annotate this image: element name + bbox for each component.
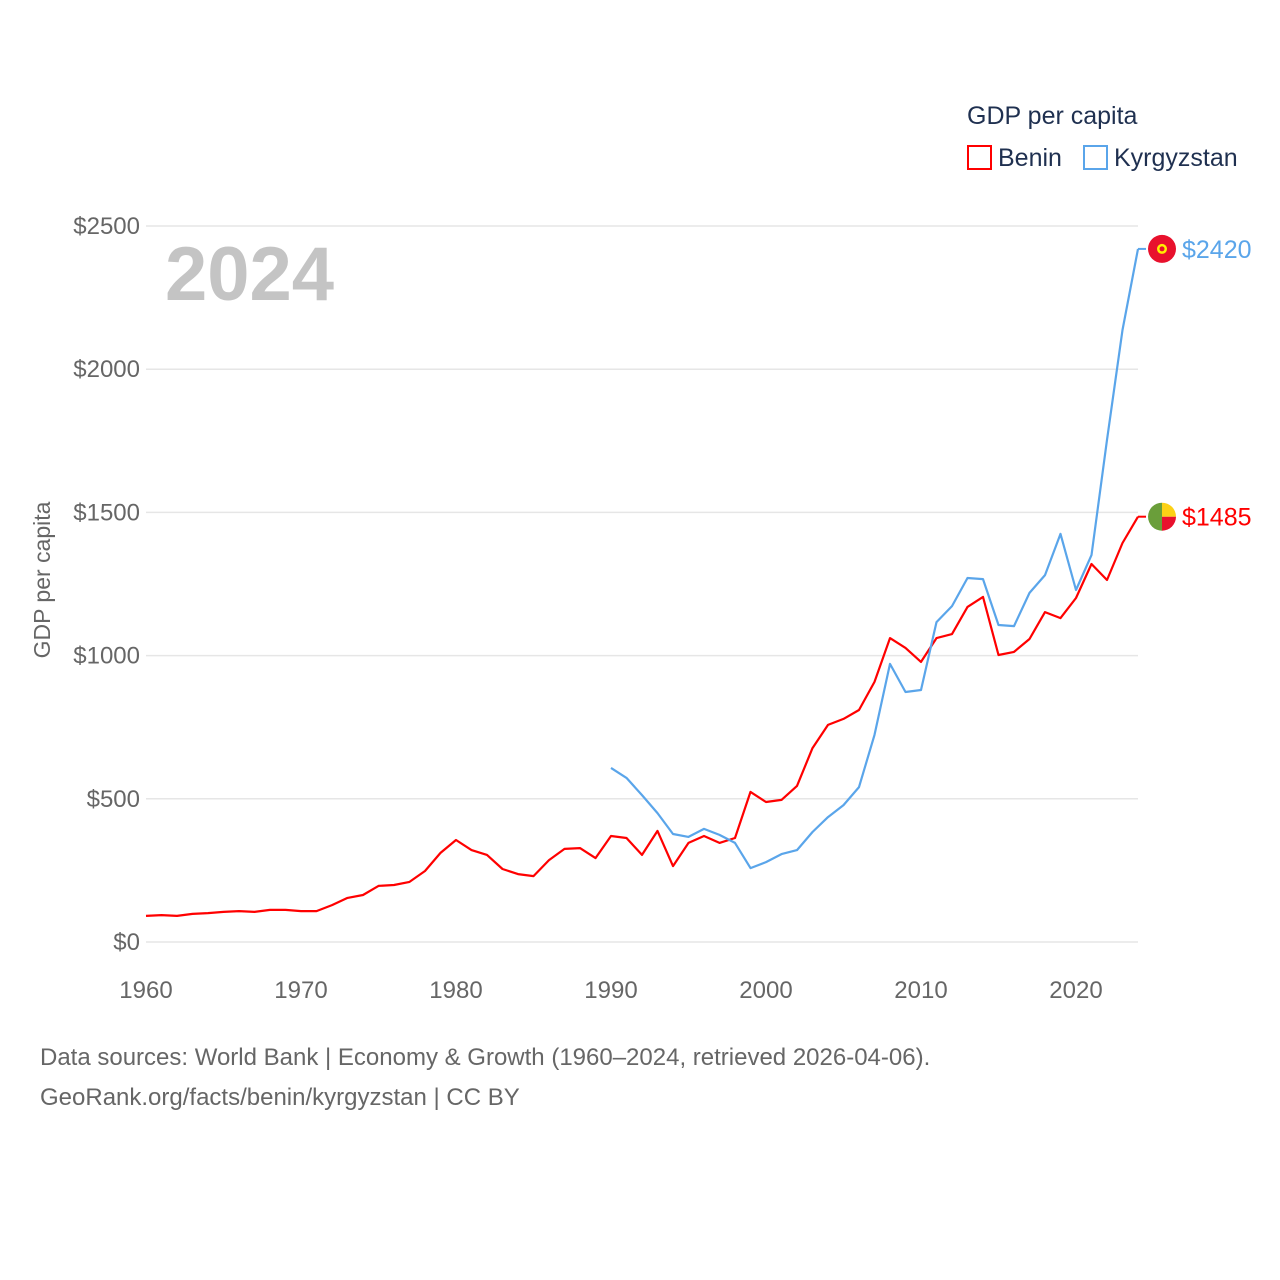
legend-swatch-benin[interactable] (967, 145, 992, 170)
y-tick-label: $500 (87, 786, 140, 813)
legend-label-benin[interactable]: Benin (998, 144, 1062, 172)
y-tick-label: $2500 (73, 213, 140, 240)
x-tick-label: 1980 (429, 977, 482, 1004)
kyrgyzstan-flag-icon (1148, 234, 1176, 263)
end-value-kyrgyzstan: $2420 (1182, 236, 1252, 264)
footer-attribution: GeoRank.org/facts/benin/kyrgyzstan | CC … (40, 1084, 520, 1111)
x-tick-label: 1990 (584, 977, 637, 1004)
year-watermark: 2024 (165, 232, 334, 317)
legend-label-kyrgyzstan[interactable]: Kyrgyzstan (1114, 144, 1238, 172)
y-tick-label: $2000 (73, 356, 140, 383)
y-tick-label: $1000 (73, 643, 140, 670)
x-tick-label: 1960 (119, 977, 172, 1004)
x-tick-label: 2020 (1049, 977, 1102, 1004)
x-tick-label: 2010 (894, 977, 947, 1004)
y-axis-label: GDP per capita (29, 501, 55, 658)
legend-title: GDP per capita (967, 102, 1138, 130)
x-tick-label: 2000 (739, 977, 792, 1004)
series-line-benin[interactable] (145, 516, 1139, 918)
y-tick-label: $1500 (73, 499, 140, 526)
end-value-benin: $1485 (1182, 504, 1252, 532)
series-line-kyrgyzstan[interactable] (610, 248, 1140, 870)
y-tick-label: $0 (113, 929, 140, 956)
footer-sources: Data sources: World Bank | Economy & Gro… (40, 1044, 931, 1071)
legend-swatch-kyrgyzstan[interactable] (1083, 145, 1108, 170)
x-tick-label: 1970 (274, 977, 327, 1004)
benin-flag-icon (1148, 502, 1176, 531)
